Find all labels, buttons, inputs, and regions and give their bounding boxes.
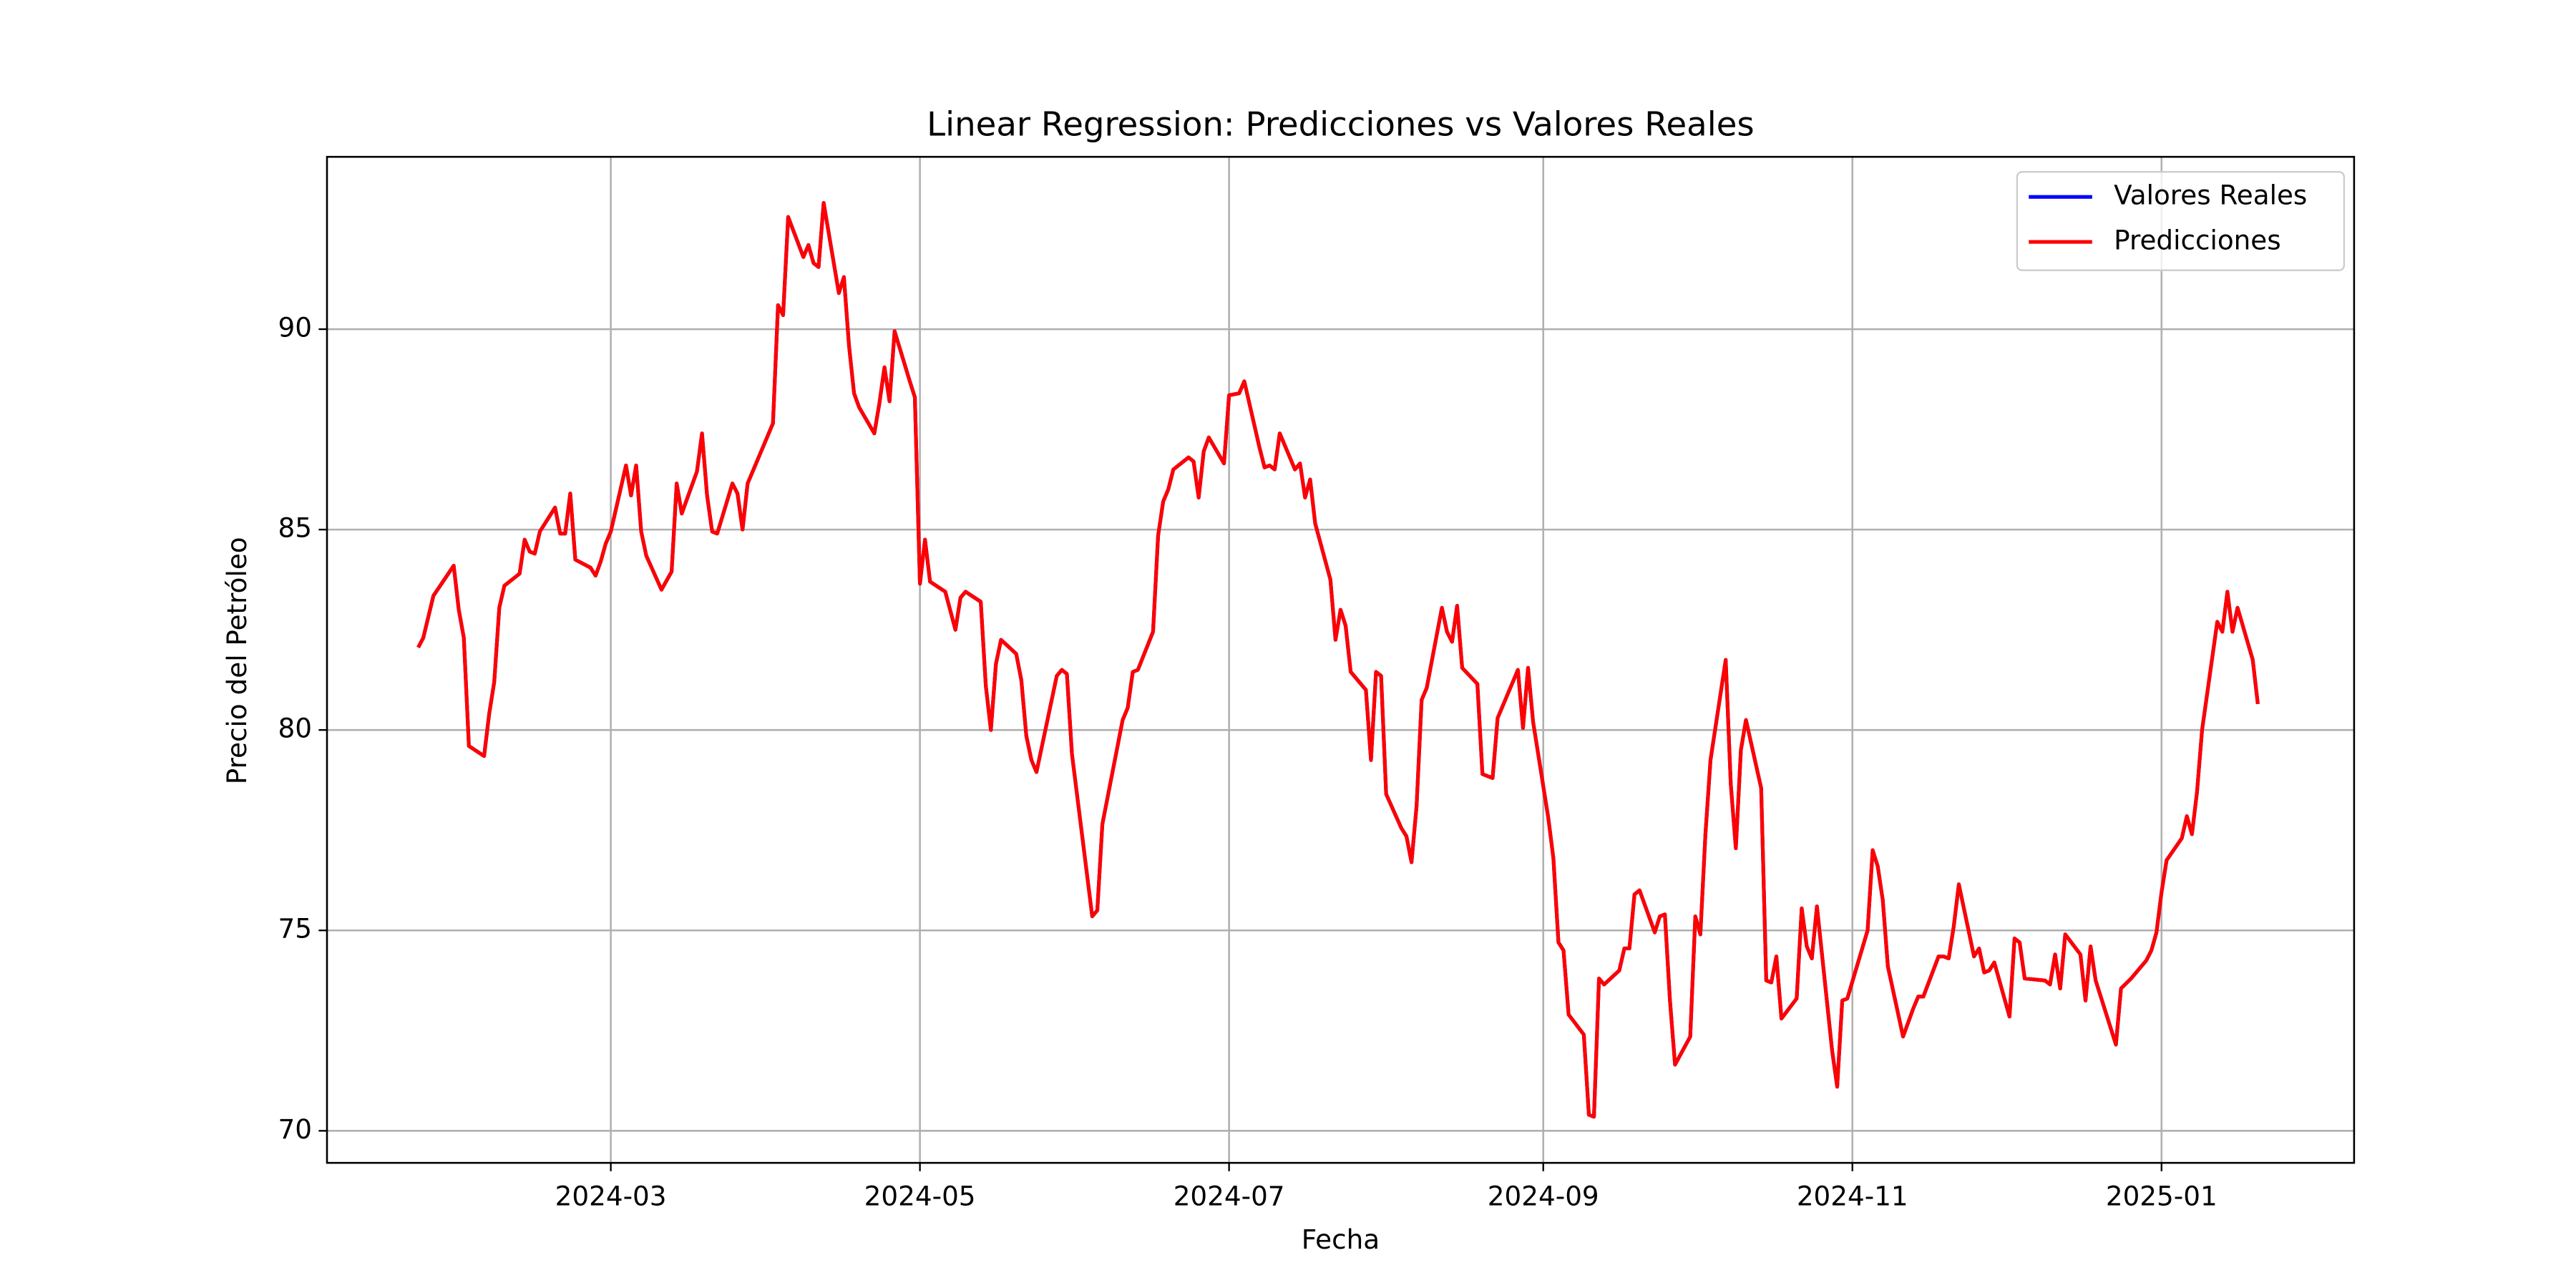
y-tick-label: 85 xyxy=(278,512,312,544)
legend-label: Predicciones xyxy=(2114,225,2281,256)
y-axis-label: Precio del Petróleo xyxy=(221,537,253,784)
y-tick-label: 90 xyxy=(278,312,312,343)
x-tick-label: 2024-09 xyxy=(1488,1181,1599,1212)
legend-box xyxy=(2016,170,2346,271)
x-tick-label: 2024-07 xyxy=(1174,1181,1285,1212)
y-tick-label: 70 xyxy=(278,1113,312,1145)
chart-title: Linear Regression: Predicciones vs Valor… xyxy=(927,105,1755,144)
y-tick-label: 75 xyxy=(278,913,312,945)
legend-label: Valores Reales xyxy=(2114,180,2307,211)
x-tick-label: 2024-11 xyxy=(1797,1181,1908,1212)
x-tick-label: 2024-03 xyxy=(555,1181,667,1212)
y-tick-label: 80 xyxy=(278,713,312,744)
plot-frame xyxy=(326,155,2356,1164)
x-axis-label: Fecha xyxy=(1302,1224,1380,1255)
legend: Valores Reales Predicciones xyxy=(2016,170,2346,271)
x-tick-label: 2024-05 xyxy=(864,1181,976,1212)
x-tick-label: 2025-01 xyxy=(2106,1181,2218,1212)
data-line xyxy=(416,201,2260,1119)
grid xyxy=(326,157,2354,1163)
